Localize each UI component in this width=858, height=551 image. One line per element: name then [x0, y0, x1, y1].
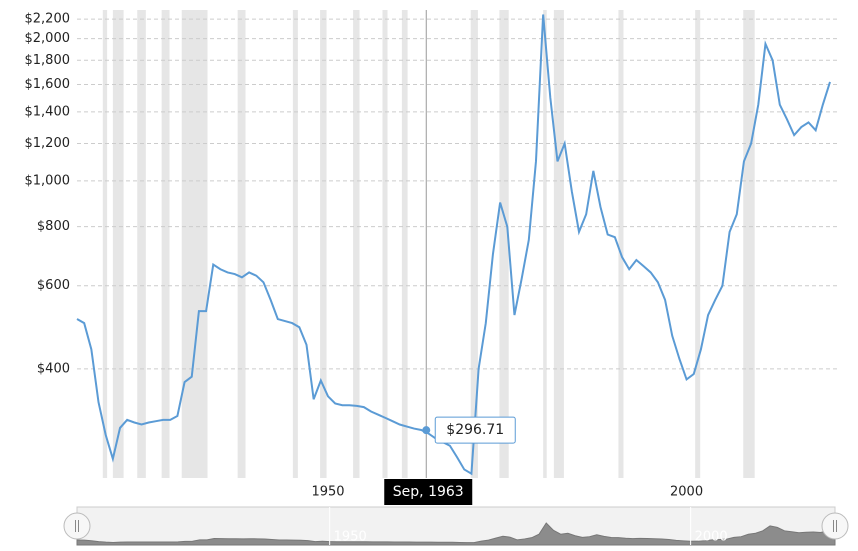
y-tick-label: $600: [37, 278, 70, 293]
navigator-label: 2000: [695, 530, 728, 545]
y-tick-label: $1,400: [25, 104, 71, 119]
tooltip-value: $296.71: [446, 422, 504, 438]
tooltip-date: Sep, 1963: [393, 484, 464, 500]
recession-band: [553, 10, 564, 478]
y-tick-label: $2,000: [25, 31, 71, 46]
recession-band: [161, 10, 170, 478]
navigator-handle[interactable]: [63, 512, 91, 540]
recession-band: [499, 10, 509, 478]
recession-band: [382, 10, 388, 478]
recession-band: [181, 10, 208, 478]
recession-band: [470, 10, 478, 478]
recession-band: [102, 10, 108, 478]
x-tick-label: 1950: [311, 485, 344, 500]
x-tick-label: 2000: [670, 485, 703, 500]
y-tick-label: $800: [37, 219, 70, 234]
y-tick-label: $400: [37, 361, 70, 376]
recession-band: [543, 10, 547, 478]
recession-band: [137, 10, 146, 478]
recession-band: [320, 10, 327, 478]
navigator-label: 1950: [334, 530, 367, 545]
navigator-handle[interactable]: [821, 512, 849, 540]
recession-band: [695, 10, 701, 478]
recession-band: [353, 10, 360, 478]
y-tick-label: $1,000: [25, 173, 71, 188]
tooltip-date-box: [384, 479, 473, 505]
y-tick-label: $1,200: [25, 136, 71, 151]
recession-band: [743, 10, 755, 478]
y-tick-label: $2,200: [25, 12, 71, 27]
recession-band: [237, 10, 246, 478]
price-line: [76, 14, 831, 476]
recession-band: [292, 10, 298, 478]
hover-point: [422, 426, 431, 435]
recession-band: [401, 10, 408, 478]
recession-band: [618, 10, 624, 478]
y-tick-label: $1,800: [25, 53, 71, 68]
navigator-area: [76, 522, 836, 546]
y-tick-label: $1,600: [25, 77, 71, 92]
tooltip-box: [434, 416, 516, 444]
recession-band: [112, 10, 124, 478]
